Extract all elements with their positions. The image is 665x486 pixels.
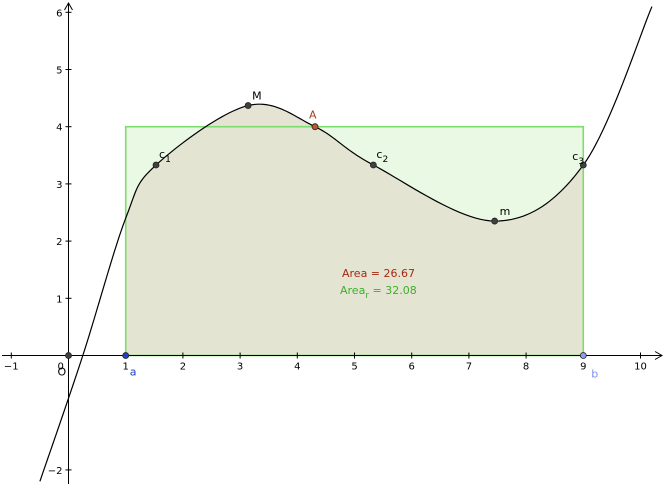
neg-y-tick-label: −2: [48, 466, 63, 477]
point-o[interactable]: [65, 352, 72, 359]
area-r-label: Arear = 32.08: [340, 284, 417, 301]
origin-tick-label: 0: [58, 362, 64, 373]
point-label-b: b: [591, 368, 598, 381]
area-label: Area = 26.67: [342, 267, 415, 280]
x-tick-label: −1: [4, 362, 19, 373]
y-axis-arrow: [64, 1, 73, 11]
point-m[interactable]: [244, 102, 252, 109]
y-tick-label: 6: [56, 8, 62, 19]
point-a[interactable]: [122, 352, 130, 359]
area-r-prefix: Area: [340, 284, 365, 297]
point-label-a: a: [130, 366, 137, 379]
x-tick-label: 2: [180, 362, 186, 373]
function-curve: [39, 6, 653, 482]
point-a[interactable]: [311, 123, 319, 131]
area-under-curve: [125, 104, 584, 356]
x-tick-label: 9: [580, 362, 586, 373]
point-label-m: M: [252, 90, 262, 103]
points-layer: M Ac1 c2 c3 m a b O: [58, 90, 599, 381]
x-tick-label: 8: [523, 362, 529, 373]
point-label-c3: c3: [572, 150, 584, 167]
area-layers: [124, 104, 585, 357]
x-tick-label: 6: [409, 362, 415, 373]
area-r-value: = 32.08: [369, 284, 417, 297]
x-tick-label: 5: [351, 362, 357, 373]
y-tick-label: 1: [56, 294, 62, 305]
x-tick-label: 4: [294, 362, 300, 373]
point-c2[interactable]: [369, 161, 377, 169]
point-b[interactable]: [579, 352, 587, 359]
x-axis-arrow: [654, 351, 664, 360]
y-tick-label: 2: [56, 237, 62, 248]
y-tick-label: 5: [56, 66, 62, 77]
y-tick-label: 3: [56, 180, 62, 191]
x-tick-label: 10: [634, 362, 647, 373]
point-label-o: O: [58, 366, 67, 379]
point-c3[interactable]: [579, 161, 587, 169]
x-tick-label: 3: [237, 362, 243, 373]
point-c1[interactable]: [152, 161, 160, 169]
point-label-c2: c2: [376, 148, 388, 165]
y-ticks: 1 2 3 4 5 6: [56, 8, 72, 471]
point-label-m: m: [500, 205, 511, 218]
area-r-subscript: r: [365, 291, 369, 301]
point-label-a: A: [309, 109, 317, 122]
x-tick-label: 7: [466, 362, 472, 373]
point-m[interactable]: [491, 217, 499, 225]
point-label-c1: c1: [159, 148, 171, 165]
y-tick-label: 4: [56, 123, 62, 134]
x-tick-label: 1: [123, 362, 129, 373]
